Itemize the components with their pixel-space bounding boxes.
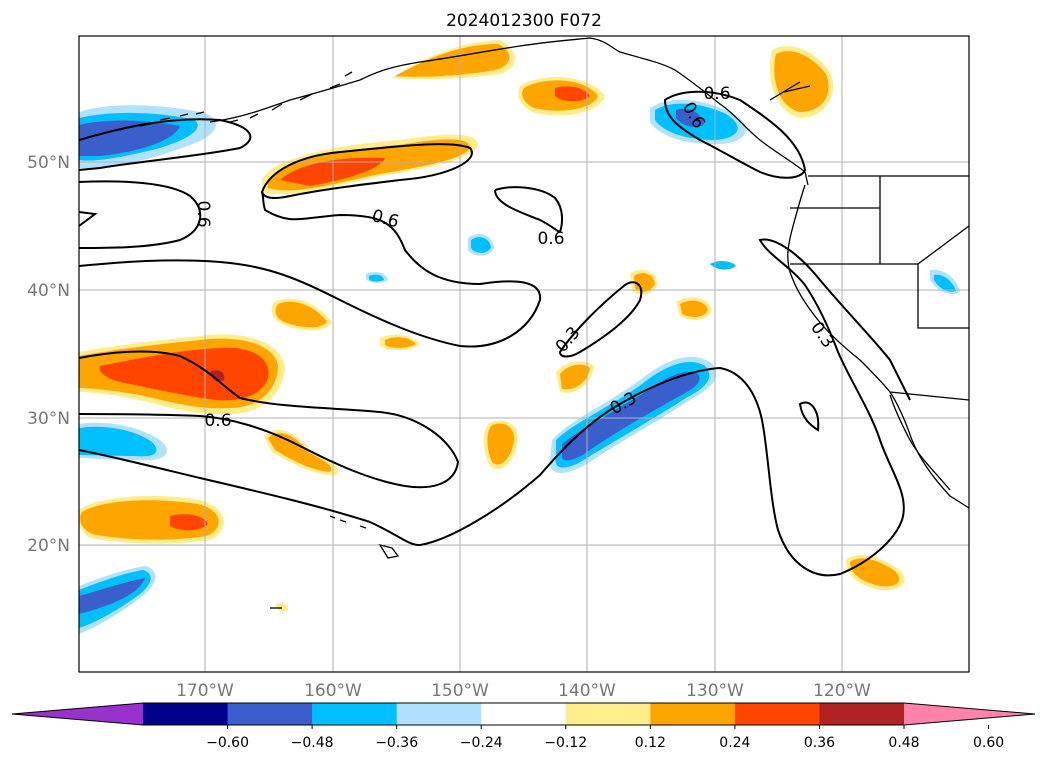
positive-anomaly-region <box>170 514 208 531</box>
colorbar-segment <box>650 703 736 725</box>
lat-label: 50°N <box>27 153 70 173</box>
negative-anomaly-region <box>79 578 145 614</box>
state-borders <box>790 176 969 329</box>
lon-label: 130°W <box>686 681 744 701</box>
lon-label: 140°W <box>558 681 616 701</box>
positive-anomaly-region <box>268 433 332 472</box>
colorbar-segment <box>396 703 482 725</box>
contour-line <box>79 191 542 348</box>
colorbar-tick-label: −0.12 <box>544 735 587 751</box>
colorbar-tick-label: 0.36 <box>804 735 835 751</box>
negative-anomaly-region <box>471 237 491 253</box>
contour-line <box>79 180 202 249</box>
contour-label: 0.6 <box>537 229 564 249</box>
colorbar-segment <box>312 703 398 725</box>
negative-anomaly-region <box>79 426 157 457</box>
contour-line <box>798 401 820 432</box>
negative-anomaly-region <box>710 260 736 270</box>
coastlines <box>99 37 969 609</box>
negative-anomaly-region <box>79 120 180 156</box>
negative-anomaly-region <box>369 274 384 282</box>
colorbar-max-extension <box>904 703 1035 725</box>
contour-line <box>558 281 643 358</box>
positive-anomaly-region <box>275 301 327 328</box>
lon-label: 120°W <box>813 681 871 701</box>
colorbar-tick-label: −0.60 <box>206 735 249 751</box>
colorbar-segment <box>227 703 313 725</box>
lon-label: 160°W <box>304 681 362 701</box>
us-mexico-border <box>889 391 969 401</box>
hawaii-islands <box>329 515 400 559</box>
colorbar-segment <box>734 703 820 725</box>
baja-california <box>889 394 951 491</box>
lon-label: 150°W <box>431 681 489 701</box>
colorbar-segment <box>565 703 651 725</box>
positive-anomaly-region <box>555 86 590 102</box>
contour-line <box>494 186 563 233</box>
contour-label: 0.6 <box>204 411 231 431</box>
map-title: 2024012300 F072 <box>446 11 602 31</box>
contour-label: 0.6 <box>703 84 730 104</box>
lat-label: 40°N <box>27 281 70 301</box>
colorbar-tick-label: 0.60 <box>973 735 1004 751</box>
contour-line <box>79 238 911 577</box>
colorbar-tick-label: 0.24 <box>719 735 750 751</box>
colorbar-outline <box>11 702 1036 726</box>
positive-anomaly-region <box>210 370 225 382</box>
negative-anomaly-region <box>676 108 704 127</box>
colorbar-tick-label: 0.48 <box>888 735 919 751</box>
positive-anomaly-region <box>487 423 515 465</box>
contour-lines <box>79 90 911 577</box>
contour-label: 0.6 <box>193 200 213 227</box>
positive-anomaly-region <box>680 300 708 317</box>
colorbar-segment <box>819 703 905 725</box>
contour-line <box>260 143 473 200</box>
contour-line <box>79 118 252 171</box>
shaded-anomaly-fields <box>79 40 960 634</box>
positive-anomaly-region <box>276 603 289 612</box>
latitude-labels: 50°N 40°N 30°N 20°N <box>27 153 70 556</box>
colorbar-tick-label: −0.48 <box>291 735 334 751</box>
longitude-labels: 170°W 160°W 150°W 140°W 130°W 120°W <box>176 681 871 701</box>
lat-label: 30°N <box>27 409 70 429</box>
contour-line <box>663 90 807 179</box>
map-plot-area: 0.6 0.6 0.6 0.6 0.6 0.3 0.3 0.3 0.6 <box>79 36 969 672</box>
colorbar-tick-label: −0.24 <box>460 735 503 751</box>
lat-label: 20°N <box>27 536 70 556</box>
colorbar: −0.60 −0.48 −0.36 −0.24 −0.12 0.12 0.24 0.36 0.4… <box>11 702 1036 751</box>
negative-anomaly-region <box>561 371 700 461</box>
lon-label: 170°W <box>176 681 234 701</box>
colorbar-segment <box>143 703 229 725</box>
plot-frame <box>78 35 970 673</box>
contour-line <box>79 211 98 227</box>
colorbar-tick-label: −0.36 <box>375 735 418 751</box>
colorbar-tick-label: 0.12 <box>635 735 666 751</box>
alaska-coastline <box>209 37 809 186</box>
graticule <box>79 36 969 672</box>
positive-anomaly-region <box>385 337 416 348</box>
colorbar-min-extension <box>12 703 143 725</box>
positive-anomaly-region <box>560 364 590 390</box>
colorbar-segment <box>481 703 567 725</box>
us-west-coastline <box>787 184 969 509</box>
contour-line <box>79 350 460 489</box>
positive-anomaly-region <box>850 558 900 587</box>
positive-anomaly-region <box>774 51 829 112</box>
negative-anomaly-region <box>934 274 956 292</box>
